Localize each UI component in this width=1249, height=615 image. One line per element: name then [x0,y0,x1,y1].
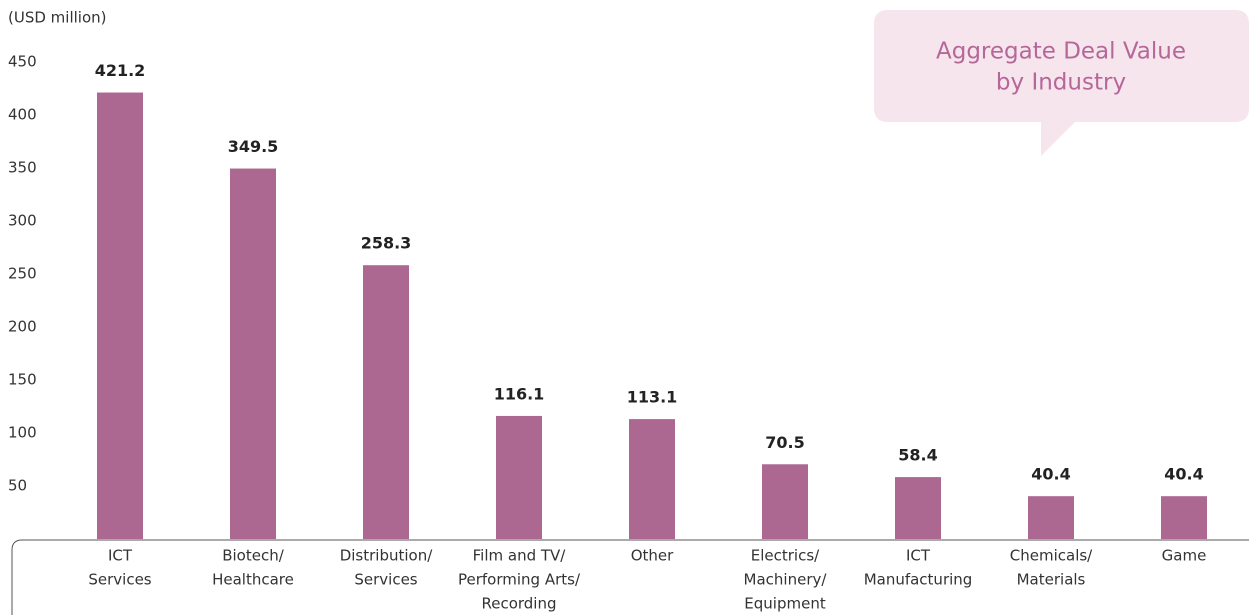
x-tick-label: ICT [906,547,931,565]
bar [1161,496,1207,539]
x-tick-label: Services [88,571,151,589]
x-tick-label: Film and TV/ [473,547,567,565]
x-tick-label: Recording [481,595,556,613]
x-tick-label: Services [354,571,417,589]
y-tick-label: 350 [8,159,37,177]
bar [496,415,542,539]
y-tick-label: 450 [8,53,37,71]
value-label: 40.4 [1031,465,1070,484]
axis-frame [11,539,1249,615]
value-label: 58.4 [898,446,937,465]
value-label: 349.5 [228,137,279,156]
x-tick-label: Machinery/ [744,571,828,589]
bar [629,419,675,539]
y-axis-label: (USD million) [8,9,107,27]
chart-title: by Industry [996,70,1126,96]
value-label: 70.5 [765,433,804,452]
y-tick-label: 400 [8,106,37,124]
x-tick-label: Game [1162,547,1207,565]
value-label: 421.2 [95,61,146,80]
bar [1028,496,1074,539]
x-tick-label: Chemicals/ [1010,547,1093,565]
value-label: 258.3 [361,234,412,253]
x-tick-label: ICT [108,547,133,565]
y-tick-label: 150 [8,371,37,389]
x-tick-label: Other [631,547,674,565]
value-label: 40.4 [1164,465,1203,484]
value-label: 116.1 [494,384,545,403]
x-tick-label: Materials [1017,571,1086,589]
bar [97,92,143,539]
x-tick-label: Biotech/ [222,547,284,565]
bar [895,477,941,539]
chart-title: Aggregate Deal Value [936,39,1186,65]
y-tick-label: 50 [8,477,27,495]
x-tick-label: Healthcare [212,571,294,589]
bar [230,168,276,539]
bar [762,464,808,539]
value-label: 113.1 [627,388,678,407]
y-tick-label: 200 [8,318,37,336]
x-tick-label: Distribution/ [340,547,434,565]
y-tick-label: 300 [8,212,37,230]
bar [363,265,409,539]
y-tick-label: 250 [8,265,37,283]
callout-box [874,10,1249,156]
x-tick-label: Electrics/ [751,547,820,565]
x-tick-label: Equipment [744,595,826,613]
x-tick-label: Performing Arts/ [458,571,581,589]
x-tick-label: Manufacturing [864,571,973,589]
y-tick-label: 100 [8,424,37,442]
